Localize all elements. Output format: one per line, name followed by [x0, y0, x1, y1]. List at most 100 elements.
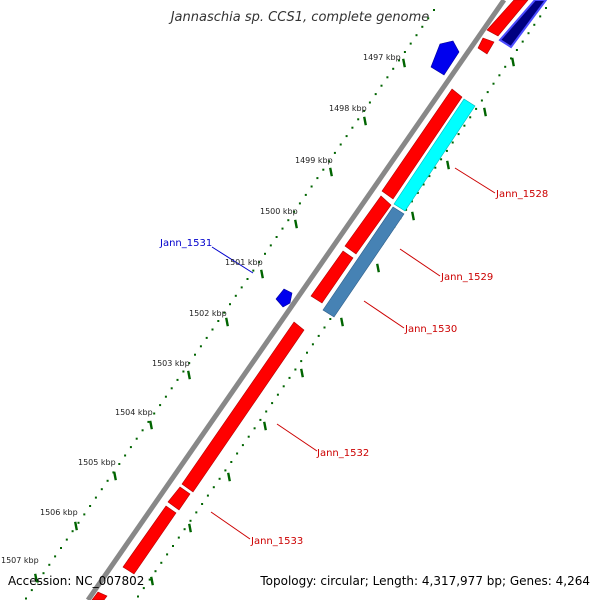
topology-summary: Topology: circular; Length: 4,317,977 bp… [260, 574, 590, 588]
tick-minor [211, 328, 214, 331]
tick-minor [71, 530, 74, 533]
gene-arrow-jann-1528[interactable] [381, 88, 463, 200]
tick-minor [229, 303, 231, 306]
gene-arrow-forward-top-b[interactable] [477, 37, 495, 55]
tick-minor [329, 318, 332, 320]
tick-minor [164, 395, 167, 398]
tick-minor [42, 572, 45, 575]
tick-minor [65, 538, 68, 541]
tick-minor [224, 469, 227, 472]
tick-major [411, 211, 415, 221]
tick-major [188, 523, 192, 533]
tick-major [363, 116, 367, 126]
tick-minor [475, 107, 478, 110]
gene-arrow-jann-1531[interactable] [275, 288, 293, 308]
tick-minor [188, 362, 191, 365]
tick-minor [124, 454, 127, 457]
tick-minor [199, 345, 202, 348]
tick-minor [515, 49, 518, 51]
gene-label-jann-1531[interactable]: Jann_1531 [159, 238, 212, 249]
tick-minor [409, 42, 412, 45]
tick-minor [177, 536, 180, 539]
tick-major [376, 263, 380, 273]
tick-minor [445, 149, 448, 152]
gene-label-jann-1530[interactable]: Jann_1530 [404, 324, 457, 335]
gene-label-jann-1529[interactable]: Jann_1529 [440, 272, 493, 283]
gene-highlight-jann-1529[interactable] [322, 206, 405, 318]
tick-minor [533, 23, 536, 26]
tick-minor [545, 7, 547, 9]
tick-minor [77, 521, 80, 524]
gene-label-jann-1533[interactable]: Jann_1533 [250, 536, 303, 547]
gene-arrow-jann-1532[interactable] [181, 321, 305, 493]
ruler-label: 1500 kbp [260, 207, 298, 216]
tick-major [260, 269, 264, 279]
tick-minor [300, 360, 303, 363]
gene-arrow-jann-1529[interactable] [344, 195, 392, 255]
tick-minor [357, 118, 360, 121]
tick-minor [539, 15, 542, 18]
tick-minor [527, 32, 530, 35]
tick-minor [271, 402, 274, 405]
gene-arrow-forward-bottom[interactable] [91, 591, 108, 600]
tick-minor [218, 477, 221, 480]
tick-minor [328, 160, 331, 163]
map-title: Jannaschia sp. CCS1, complete genome [170, 10, 430, 25]
gene-arrow-forward-top-a[interactable] [486, 0, 529, 37]
tick-minor [293, 210, 296, 213]
tick-minor [253, 427, 256, 430]
tick-minor [212, 486, 215, 489]
tick-minor [276, 393, 279, 396]
tick-minor [159, 404, 162, 407]
ruler-label: 1502 kbp [189, 309, 227, 318]
tick-minor [201, 503, 204, 505]
tick-minor [252, 269, 255, 272]
tick-minor [206, 494, 209, 497]
tick-minor [176, 378, 179, 381]
tick-minor [195, 511, 198, 514]
tick-minor [240, 286, 243, 289]
ruler-label: 1498 kbp [329, 104, 367, 113]
tick-major [483, 107, 487, 117]
gene-arrow-jann-1533[interactable] [122, 505, 177, 575]
label-connector-jann-1529 [399, 248, 441, 277]
tick-minor [194, 353, 196, 356]
ruler-label: 1501 kbp [225, 258, 263, 267]
gene-arrow-navy-top[interactable] [498, 0, 548, 49]
tick-minor [351, 126, 354, 129]
tick-major [329, 167, 333, 177]
tick-minor [189, 519, 192, 522]
gene-arrow-forward-small[interactable] [167, 486, 191, 511]
tick-minor [205, 336, 208, 339]
gene-arrow-reverse-top[interactable] [430, 40, 460, 76]
tick-minor [451, 141, 454, 144]
tick-minor [247, 435, 250, 438]
tick-minor [380, 84, 383, 87]
gene-highlight-jann-1528[interactable] [393, 98, 476, 212]
tick-minor [306, 351, 308, 354]
tick-minor [288, 376, 291, 379]
tick-minor [304, 193, 307, 196]
tick-minor [170, 387, 173, 390]
tick-major [511, 57, 515, 67]
tick-minor [223, 311, 226, 314]
gene-label-jann-1532[interactable]: Jann_1532 [316, 448, 369, 459]
tick-minor [492, 82, 495, 85]
gene-arrow-jann-1530[interactable] [310, 250, 354, 304]
tick-minor [339, 143, 342, 146]
tick-minor [427, 17, 430, 20]
tick-minor [264, 252, 266, 255]
tick-major [74, 521, 78, 531]
tick-minor [457, 133, 460, 136]
tick-minor [368, 101, 371, 104]
tick-minor [363, 109, 366, 112]
tick-minor [94, 496, 97, 499]
tick-minor [428, 175, 431, 178]
tick-minor [100, 488, 103, 491]
tick-minor [258, 261, 261, 264]
tick-minor [469, 116, 472, 119]
tick-major [263, 421, 267, 431]
gene-label-jann-1528[interactable]: Jann_1528 [495, 189, 548, 200]
tick-minor [333, 151, 336, 154]
tick-minor [241, 444, 244, 447]
